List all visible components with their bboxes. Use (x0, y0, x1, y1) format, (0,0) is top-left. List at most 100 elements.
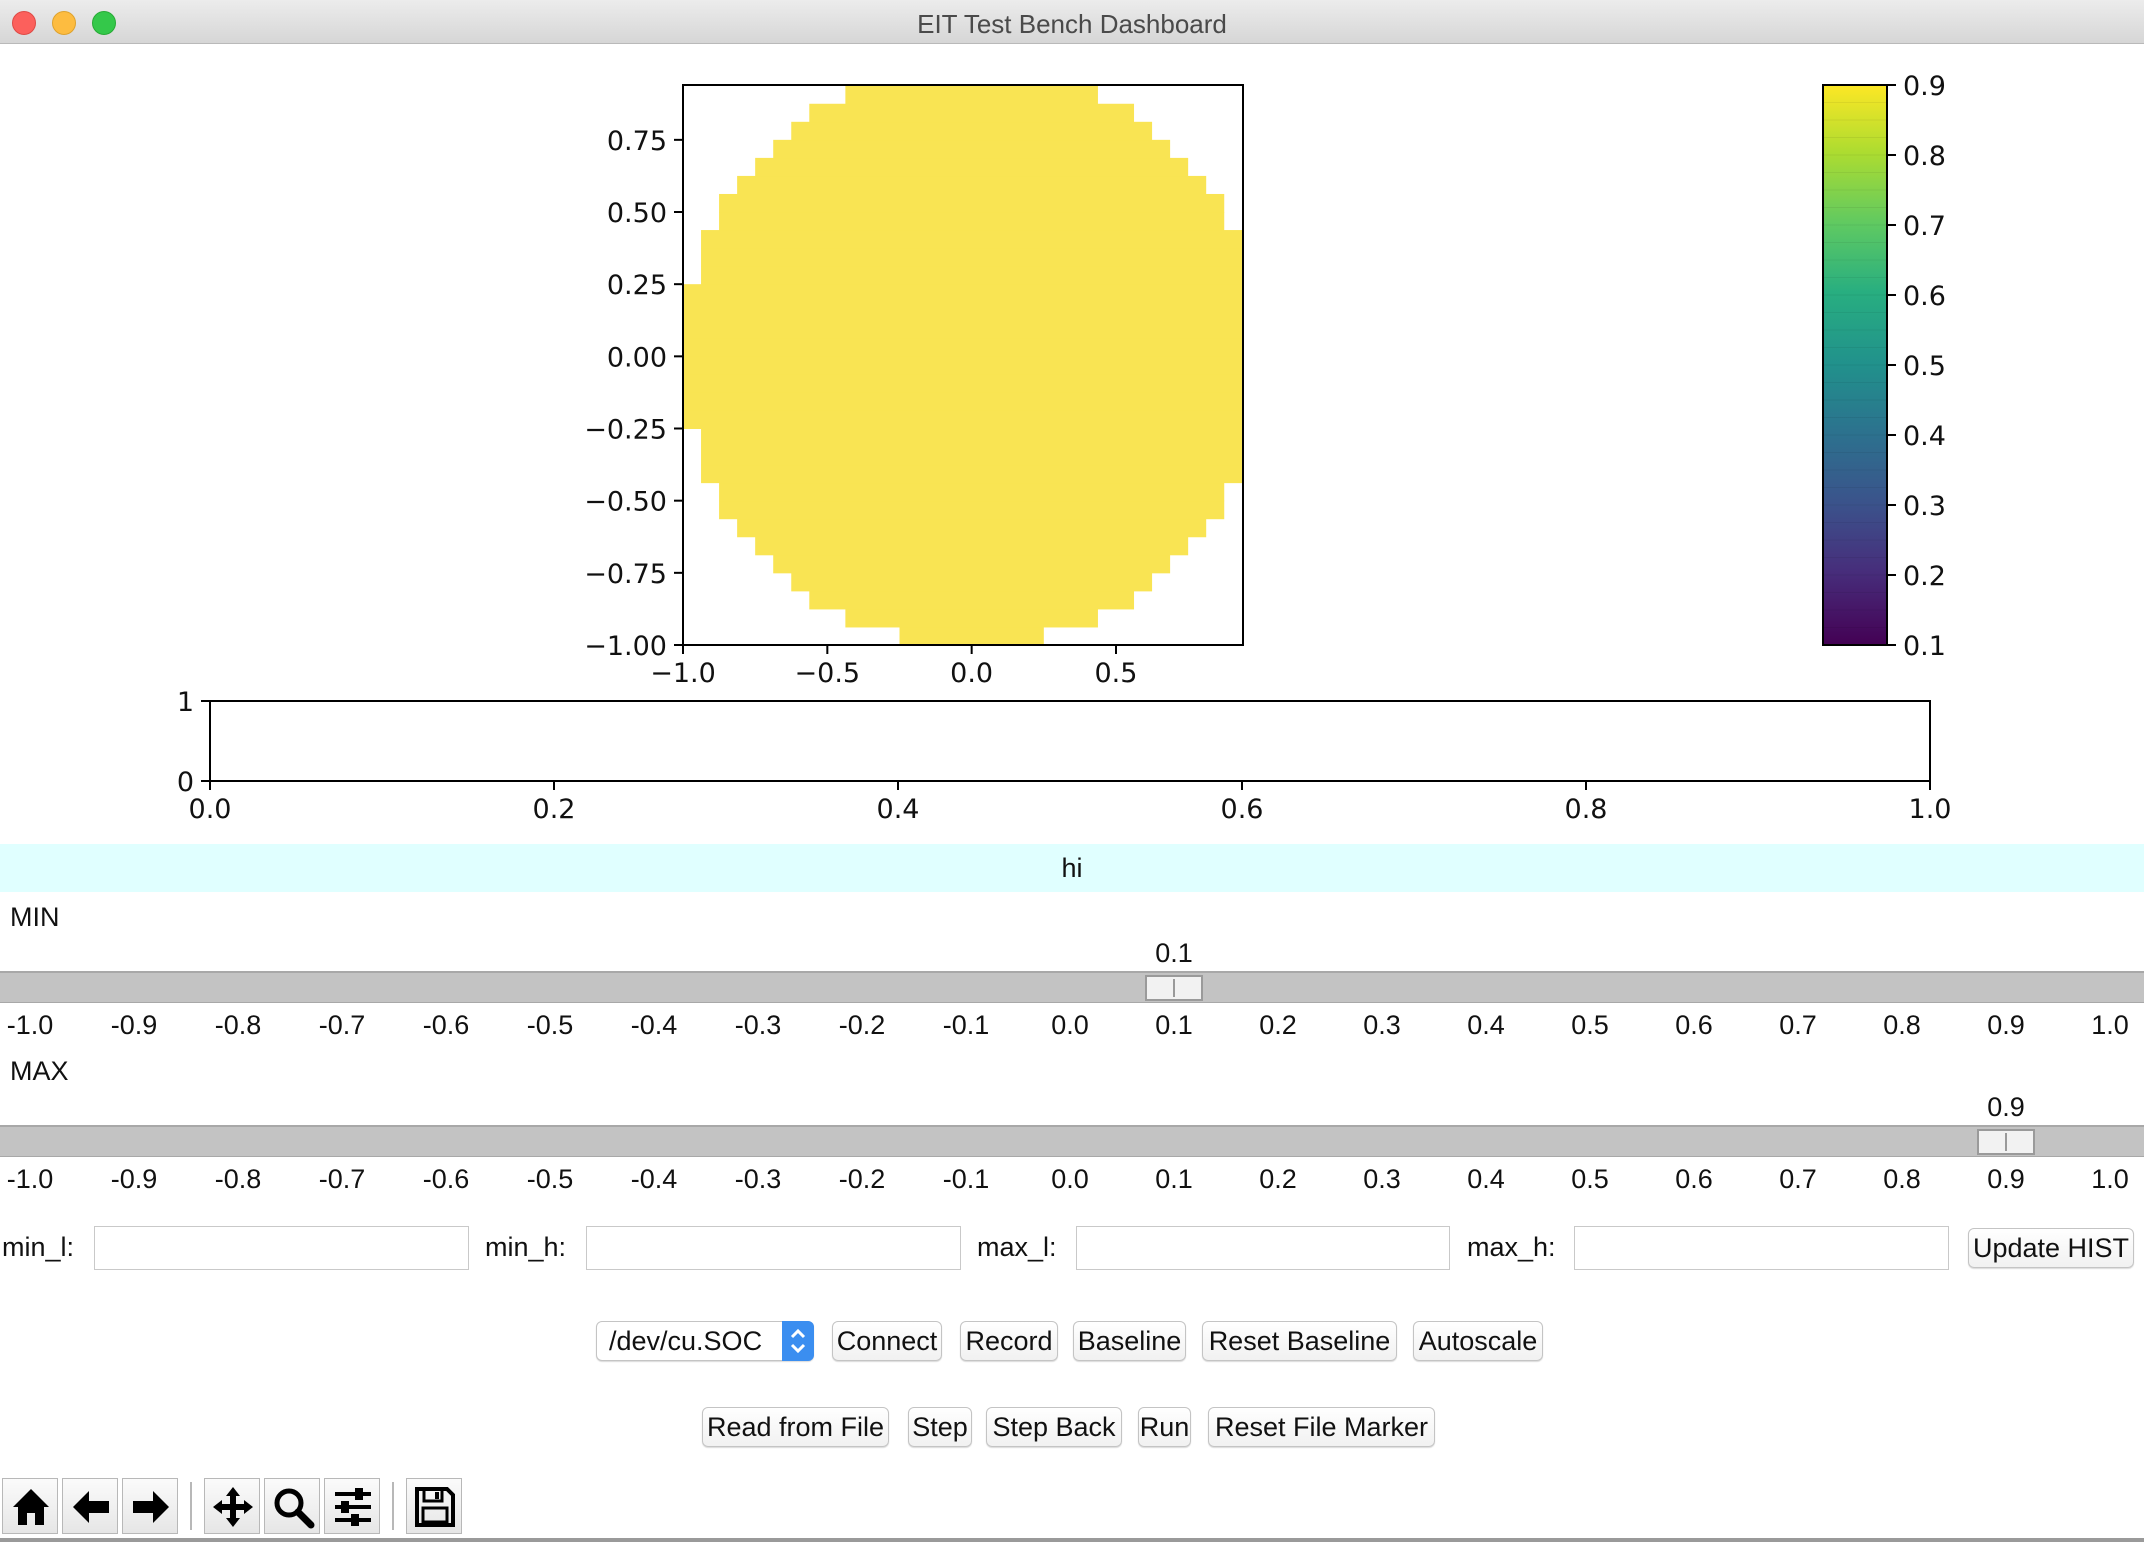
pan-button[interactable] (204, 1478, 260, 1534)
save-icon (415, 1487, 455, 1527)
image-pixel-row (701, 464, 1243, 484)
image-pixel-row (899, 626, 1044, 646)
x-tick-label: 0.2 (533, 794, 576, 825)
slider-scale-label: 0.8 (1883, 1164, 1921, 1194)
slider-scale-label: -0.8 (214, 1010, 262, 1040)
save-figure-button[interactable] (406, 1478, 462, 1534)
image-pixel-row (683, 284, 1243, 303)
forward-button[interactable] (122, 1478, 178, 1534)
colorbar-tick-label: 0.6 (1903, 281, 1946, 312)
colorbar-tick-label: 0.4 (1903, 421, 1946, 452)
read-from-file-button[interactable]: Read from File (702, 1407, 889, 1447)
step-button[interactable]: Step (908, 1407, 972, 1447)
slider-scale-label: 1.0 (2091, 1164, 2129, 1194)
reset-file-marker-button[interactable]: Reset File Marker (1208, 1407, 1435, 1447)
connect-button[interactable]: Connect (832, 1321, 942, 1361)
slider-scale-label: 0.2 (1259, 1010, 1297, 1040)
autoscale-button[interactable]: Autoscale (1413, 1321, 1543, 1361)
slider-scale-label: 0.0 (1051, 1010, 1089, 1040)
back-arrow-icon (73, 1491, 109, 1523)
colorbar-tick-label: 0.7 (1903, 211, 1946, 242)
reset-baseline-button[interactable]: Reset Baseline (1202, 1321, 1397, 1361)
window-minimize-button[interactable] (52, 11, 76, 35)
image-pixel-row (773, 139, 1171, 159)
slider-scale-label: 0.6 (1675, 1010, 1713, 1040)
image-pixel-row (755, 536, 1189, 556)
slider-scale-label: -0.6 (422, 1010, 470, 1040)
serial-port-select[interactable]: /dev/cu.SOC (596, 1321, 814, 1361)
home-icon (13, 1489, 49, 1525)
image-pixel-row (809, 103, 1135, 123)
min-l-label: min_l: (2, 1232, 75, 1262)
matplotlib-figure[interactable]: −1.0 −0.5 0.0 0.5 0.75 0.50 0.25 0.00 −0.25 −0.5… (0, 44, 2144, 844)
slider-scale-label: -0.4 (630, 1164, 678, 1194)
y-tick-label: 0.50 (607, 198, 667, 229)
configure-subplots-icon (335, 1488, 371, 1526)
back-button[interactable] (62, 1478, 118, 1534)
slider-scale-label: -0.9 (110, 1164, 158, 1194)
slider-scale-label: 0.3 (1363, 1010, 1401, 1040)
colorbar (1823, 85, 1887, 645)
window-title: EIT Test Bench Dashboard (917, 9, 1227, 39)
slider-scale-label: 0.5 (1571, 1164, 1609, 1194)
x-tick-label: 0.5 (1095, 658, 1138, 689)
record-button[interactable]: Record (960, 1321, 1058, 1361)
max-h-input[interactable] (1574, 1226, 1949, 1270)
colorbar-tick-label: 0.3 (1903, 491, 1946, 522)
image-pixel-row (701, 428, 1243, 448)
image-pixel-row (791, 572, 1153, 592)
home-button[interactable] (2, 1478, 58, 1534)
update-hist-button[interactable]: Update HIST (1968, 1228, 2134, 1268)
forward-arrow-icon (133, 1491, 169, 1523)
image-pixel-row (683, 320, 1243, 339)
colorbar-tick-label: 0.1 (1903, 631, 1946, 662)
eit-image-plot (683, 85, 1243, 646)
min-slider-handle[interactable] (1145, 975, 1203, 1001)
run-button[interactable]: Run (1138, 1407, 1191, 1447)
y-tick-label: 1 (177, 687, 194, 718)
select-arrows-icon (782, 1321, 814, 1361)
min-slider-scale: -1.0 -0.9 -0.8 -0.7 -0.6 -0.5 -0.4 -0.3 -0.2 -0.1… (0, 1010, 2144, 1042)
window-title-bar: EIT Test Bench Dashboard (0, 0, 2144, 44)
max-slider-handle[interactable] (1977, 1129, 2035, 1155)
min-slider[interactable] (0, 971, 2144, 1003)
slider-scale-label: 0.3 (1363, 1164, 1401, 1194)
slider-scale-label: 0.9 (1987, 1164, 2025, 1194)
min-l-input[interactable] (94, 1226, 469, 1270)
image-pixel-row (737, 518, 1207, 538)
min-h-label: min_h: (485, 1232, 567, 1262)
slider-scale-label: -0.3 (734, 1010, 782, 1040)
image-pixel-row (701, 248, 1243, 267)
image-pixel-row (755, 157, 1189, 177)
step-back-button[interactable]: Step Back (986, 1407, 1122, 1447)
y-tick-label: 0 (177, 767, 194, 798)
figure-canvas[interactable]: −1.0 −0.5 0.0 0.5 0.750.500.250.00−0.25−0.5… (0, 44, 2144, 844)
line-plot-y-axis: 10 (177, 687, 210, 798)
slider-scale-label: 0.1 (1155, 1010, 1193, 1040)
zoom-icon (274, 1488, 315, 1529)
window-close-button[interactable] (12, 11, 36, 35)
configure-subplots-button[interactable] (324, 1478, 380, 1534)
slider-scale-label: -0.2 (838, 1010, 886, 1040)
max-l-input[interactable] (1076, 1226, 1450, 1270)
max-slider-scale: -1.0 -0.9 -0.8 -0.7 -0.6 -0.5 -0.4 -0.3 -0.2 -0.1… (0, 1164, 2144, 1196)
slider-scale-label: -0.7 (318, 1164, 366, 1194)
slider-scale-label: 0.4 (1467, 1164, 1505, 1194)
min-h-input[interactable] (586, 1226, 961, 1270)
image-pixel-row (809, 590, 1135, 610)
colorbar-tick-label: 0.5 (1903, 351, 1946, 382)
baseline-button[interactable]: Baseline (1073, 1321, 1186, 1361)
max-slider[interactable] (0, 1125, 2144, 1157)
zoom-button[interactable] (264, 1478, 320, 1534)
image-axes-frame (682, 84, 1244, 646)
slider-scale-label: -1.0 (6, 1010, 54, 1040)
slider-scale-label: -0.1 (942, 1010, 990, 1040)
colorbar-tick-label: 0.8 (1903, 141, 1946, 172)
slider-scale-label: -0.4 (630, 1010, 678, 1040)
line-plot-x-axis: 0.0 0.2 0.4 0.6 0.8 1.0 (189, 781, 1951, 825)
y-tick-label: 0.75 (607, 126, 667, 157)
window-maximize-button[interactable] (92, 11, 116, 35)
image-pixel-row (719, 500, 1225, 520)
slider-scale-label: -1.0 (6, 1164, 54, 1194)
image-pixel-row (683, 410, 1243, 430)
